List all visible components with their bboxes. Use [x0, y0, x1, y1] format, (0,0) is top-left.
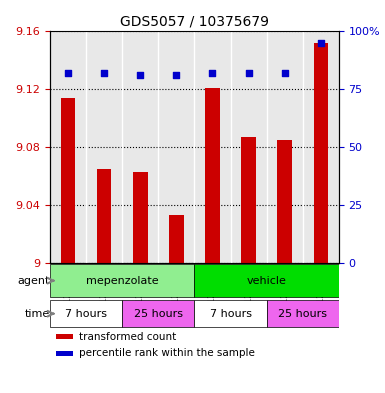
Point [101, 70, 107, 76]
FancyBboxPatch shape [266, 300, 339, 327]
Point [281, 70, 288, 76]
Text: vehicle: vehicle [247, 275, 286, 286]
Text: 7 hours: 7 hours [65, 309, 107, 319]
Text: mepenzolate: mepenzolate [86, 275, 159, 286]
FancyBboxPatch shape [50, 264, 194, 297]
Point [318, 40, 324, 46]
Bar [97, 169, 111, 263]
Point [137, 72, 143, 79]
FancyBboxPatch shape [122, 300, 194, 327]
Point [65, 70, 71, 76]
Text: transformed count: transformed count [79, 332, 176, 342]
Bar [205, 88, 220, 263]
FancyBboxPatch shape [50, 300, 122, 327]
Bar [241, 137, 256, 263]
Bar [56, 334, 73, 340]
Title: GDS5057 / 10375679: GDS5057 / 10375679 [120, 15, 269, 29]
Point [173, 72, 179, 79]
Bar [313, 43, 328, 263]
Text: 25 hours: 25 hours [278, 309, 327, 319]
Text: percentile rank within the sample: percentile rank within the sample [79, 348, 255, 358]
FancyBboxPatch shape [194, 300, 266, 327]
Text: time: time [25, 309, 50, 319]
Bar [61, 98, 75, 263]
Bar [133, 171, 147, 263]
Point [209, 70, 216, 76]
Bar [169, 215, 184, 263]
Text: 25 hours: 25 hours [134, 309, 183, 319]
FancyBboxPatch shape [194, 264, 339, 297]
Text: agent: agent [18, 275, 50, 286]
Point [246, 70, 252, 76]
Text: 7 hours: 7 hours [209, 309, 251, 319]
Bar [278, 140, 292, 263]
Bar [56, 351, 73, 356]
